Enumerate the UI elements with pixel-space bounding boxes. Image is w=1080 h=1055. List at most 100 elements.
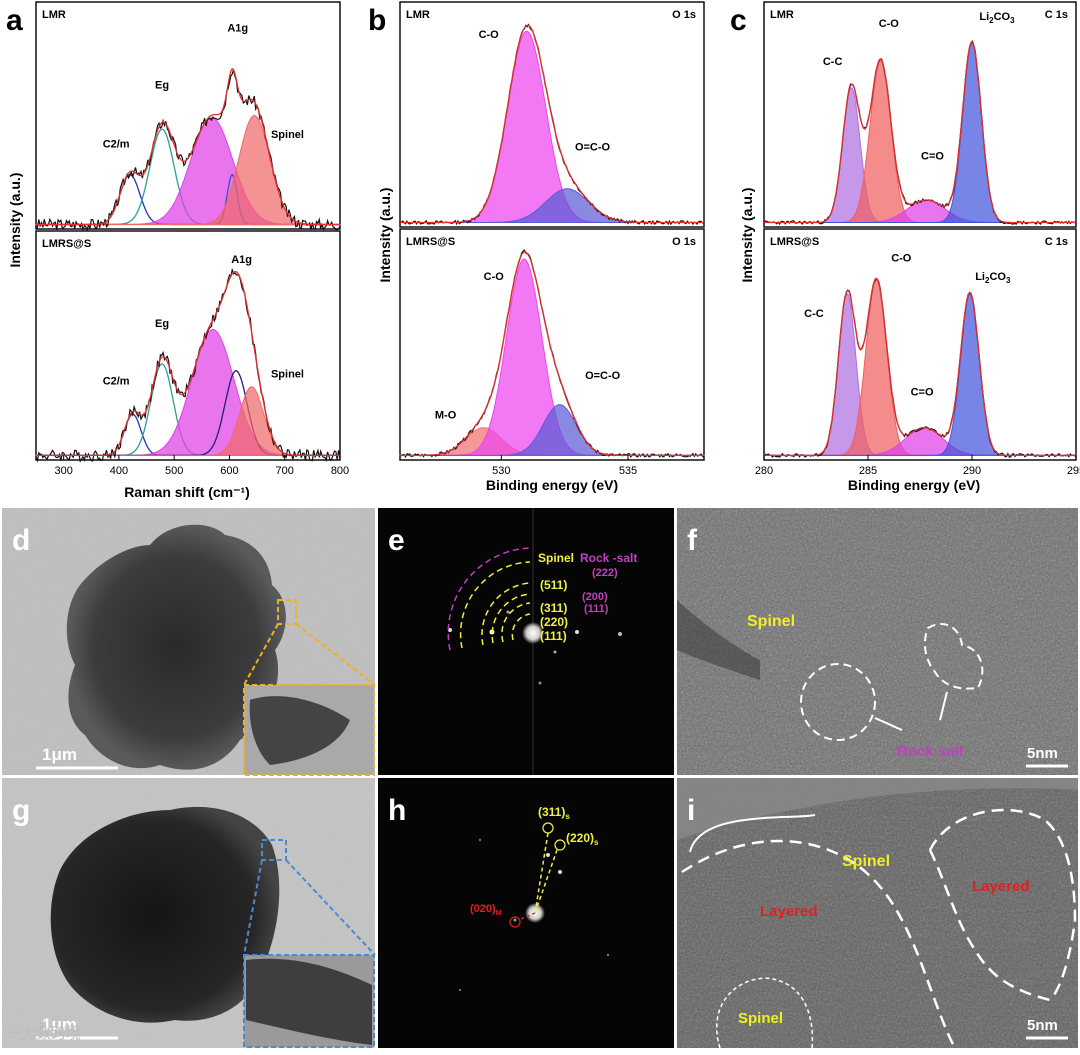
watermark: 一大数跨境 [6, 1024, 82, 1042]
x-tick-label: 285 [859, 465, 877, 477]
spinel-ring-111: (111) [540, 629, 567, 643]
label-311s: (311)s [538, 805, 570, 821]
sample-label: LMRS@S [770, 236, 819, 248]
sample-label: LMRS@S [406, 236, 455, 248]
fit-envelope-curve [36, 67, 340, 226]
panel-letter-b: b [368, 4, 386, 37]
fit-envelope-curve [400, 24, 704, 224]
peak-label: Li2CO3 [979, 11, 1015, 25]
ylabel-b: Intensity (a.u.) [377, 188, 393, 283]
fit-envelope-curve [764, 40, 1076, 224]
peak-label: C2/m [103, 138, 130, 150]
label-220s: (220)s [566, 831, 599, 847]
peak-label: C-O [484, 271, 505, 283]
particle-g [50, 806, 280, 1023]
x-tick-label: 700 [276, 465, 294, 477]
panel-letter-i: i [687, 794, 695, 827]
rocksalt-ring-222: (222) [592, 567, 618, 579]
peak-label: C=O [921, 151, 944, 163]
subplot-c-lmr: LMR C 1s C-C C-O C=O Li2CO3 [763, 1, 1077, 228]
peak-label: C-C [804, 308, 824, 320]
ylabel-a-top: Intensity (a.u.) [7, 173, 23, 268]
scale-bar-i-label: 5nm [1027, 1017, 1058, 1034]
peak-label: Eg [155, 79, 169, 91]
peak-label: C-C [823, 56, 843, 68]
x-tick-label: 800 [331, 465, 349, 477]
label-rocksalt-f: Rock salt [897, 743, 964, 760]
scale-bar-g-label: 1μm [42, 1015, 77, 1034]
x-tick-label: 300 [54, 465, 72, 477]
panel-letter-d: d [12, 524, 30, 557]
peak-label: O=C-O [575, 142, 611, 154]
peak-label: Spinel [271, 129, 304, 141]
corner-label: O 1s [672, 9, 696, 21]
scale-bar-d-label: 1μm [42, 745, 77, 764]
x-tick-label: 295 [1067, 465, 1080, 477]
subplot-b-lmrs-s: LMRS@S O 1s C-O O=C-O M-O 530 535 [399, 228, 705, 477]
ylabel-c: Intensity (a.u.) [739, 188, 755, 283]
peak-label: Spinel [271, 369, 304, 381]
label-layered-i-right: Layered [972, 878, 1030, 895]
x-tick-label: 535 [619, 465, 637, 477]
peak-label: C2/m [103, 375, 130, 387]
peak-label: M-O [435, 409, 457, 421]
label-layered-i-left: Layered [760, 903, 818, 920]
xlabel-b: Binding energy (eV) [486, 477, 618, 493]
x-tick-label: 280 [755, 465, 773, 477]
corner-label: O 1s [672, 236, 696, 248]
peak-label: Li2CO3 [975, 271, 1011, 285]
label-spinel-i-bottom: Spinel [738, 1010, 783, 1027]
rocksalt-ring-200: (200) [582, 591, 608, 603]
peak-label: C-O [479, 29, 500, 41]
panel-letter-h: h [388, 794, 406, 827]
subplot-a-lmrs-s: LMRS@S C2/m Eg A1g Spinel 300 400 500 600 700 800 [35, 230, 349, 477]
peak-label: Eg [155, 318, 169, 330]
panel-letter-e: e [388, 524, 405, 557]
fit-envelope-curve [36, 270, 340, 457]
spectra-panels: LMR C2/m Eg A1g Spinel LMRS@S C2/m Eg A1g Spinel 3… [35, 1, 1080, 477]
peak-label: A1g [227, 23, 248, 35]
x-tick-label: 400 [110, 465, 128, 477]
spinel-ring-220: (220) [540, 615, 568, 629]
saed-pattern-h: (311)s (220)s (020)M [378, 778, 674, 1048]
sample-label: LMR [42, 9, 66, 21]
saed-pattern-e: Spinel Rock -salt (222) (511) (200) (311… [378, 508, 674, 775]
saed-header-spinel: Spinel [538, 551, 574, 565]
x-tick-label: 290 [963, 465, 981, 477]
direct-beam-e [522, 622, 544, 644]
plot-frame [763, 1, 1077, 228]
tem-image-g: 1μm [2, 778, 376, 1048]
panel-letter-f: f [687, 524, 698, 557]
corner-label: C 1s [1045, 236, 1068, 248]
label-spinel-f: Spinel [747, 613, 795, 630]
panel-letter-c: c [730, 4, 747, 37]
x-tick-label: 500 [165, 465, 183, 477]
label-spinel-i-top: Spinel [842, 853, 890, 870]
corner-label: C 1s [1045, 9, 1068, 21]
label-020m: (020)M [470, 903, 502, 917]
particle-d [66, 524, 286, 770]
subplot-c-lmrs-s: LMRS@S C 1s C-C C-O C=O Li2CO3 280 285 290 295 [755, 228, 1080, 477]
hrtem-image-f: Spinel Rock salt 5nm [677, 508, 1078, 775]
peak-label: O=C-O [585, 370, 621, 382]
sample-label: LMR [406, 9, 430, 21]
tem-image-d: 1μm [2, 508, 376, 776]
peak-label: A1g [231, 254, 252, 266]
peak-label: C-O [891, 252, 912, 264]
hrtem-image-i: Spinel Layered Layered Spinel 5nm [677, 778, 1078, 1049]
spinel-ring-511: (511) [540, 578, 567, 592]
x-tick-label: 600 [220, 465, 238, 477]
peak-label: C-O [879, 18, 900, 30]
subplot-b-lmr: LMR O 1s C-O O=C-O [399, 1, 705, 228]
scale-bar-f-label: 5nm [1027, 745, 1058, 762]
sample-label: LMR [770, 9, 794, 21]
fit-envelope-curve [764, 277, 1076, 457]
rocksalt-ring-111: (111) [584, 603, 609, 615]
sample-label: LMRS@S [42, 238, 91, 250]
panel-letter-a: a [6, 4, 23, 37]
xlabel-a: Raman shift (cm⁻¹) [124, 484, 250, 500]
spinel-ring-311: (311) [540, 601, 567, 615]
saed-header-rocksalt: Rock -salt [580, 551, 637, 565]
x-tick-label: 530 [492, 465, 510, 477]
